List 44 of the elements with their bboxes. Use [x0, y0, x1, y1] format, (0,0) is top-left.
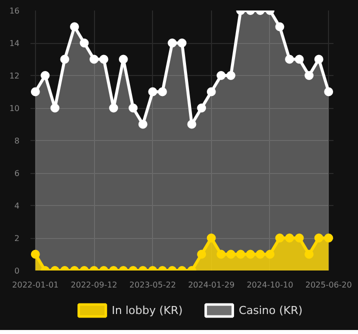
x-tick-label: 2024-01-29 — [188, 280, 235, 290]
legend-label: Casino (KR) — [238, 304, 303, 317]
point — [70, 22, 79, 32]
point — [99, 54, 108, 64]
point — [118, 54, 128, 64]
point — [168, 38, 177, 48]
x-tick-label: 2022-01-01 — [12, 280, 59, 290]
y-tick-label: 12 — [9, 72, 20, 80]
point — [275, 22, 284, 32]
point — [148, 87, 158, 96]
point — [314, 54, 324, 64]
point — [109, 104, 118, 112]
point — [60, 54, 70, 64]
point — [158, 87, 167, 96]
point — [178, 38, 186, 48]
point — [304, 71, 314, 80]
point — [30, 87, 40, 96]
point — [50, 104, 60, 112]
x-tick-label: 2025-06-20 — [305, 280, 352, 290]
point — [206, 87, 216, 96]
point — [285, 54, 294, 64]
point — [90, 54, 99, 64]
point — [294, 54, 304, 64]
legend-label: In lobby (KR) — [112, 304, 183, 317]
y-tick-label: 16 — [9, 6, 20, 16]
y-tick-label: 2 — [14, 234, 20, 243]
point — [40, 71, 50, 80]
point — [197, 104, 206, 112]
x-tick-label: 2024-10-10 — [246, 280, 294, 290]
y-tick-label: 4 — [14, 202, 20, 210]
point — [138, 120, 148, 129]
point — [216, 71, 226, 80]
point — [128, 104, 138, 112]
point — [187, 120, 196, 129]
point — [324, 87, 334, 96]
y-tick-label: 8 — [14, 136, 20, 146]
y-tick-label: 0 — [14, 266, 20, 276]
y-tick-label: 10 — [9, 104, 20, 113]
point — [80, 38, 89, 48]
y-tick-label: 6 — [14, 169, 20, 178]
x-tick-label: 2023-05-22 — [129, 280, 176, 290]
x-tick-label: 2022-09-12 — [70, 280, 118, 290]
y-tick-label: 14 — [9, 39, 20, 48]
point — [226, 71, 236, 80]
